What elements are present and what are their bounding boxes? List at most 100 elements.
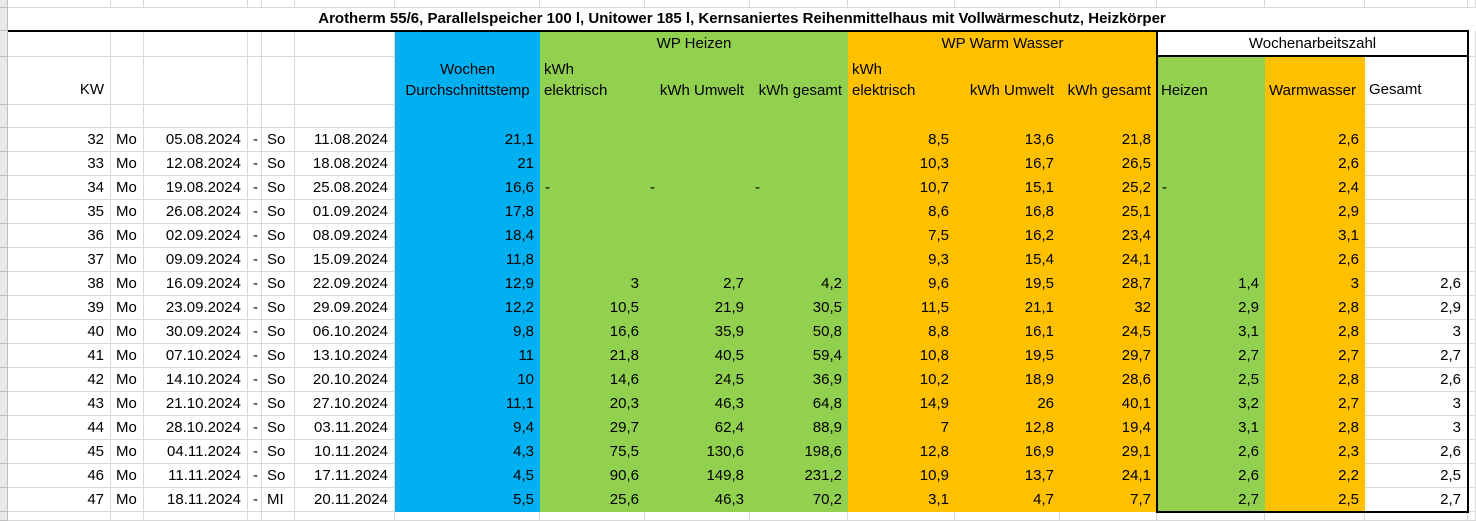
- cell-heizen-gesamt[interactable]: [750, 200, 848, 224]
- cell-heizen-gesamt[interactable]: 70,2: [750, 488, 848, 512]
- cell-start-date[interactable]: 19.08.2024: [144, 176, 248, 200]
- cell-warmwasser-gesamt[interactable]: 26,5: [1060, 152, 1157, 176]
- cell-heizen-umwelt[interactable]: [645, 200, 750, 224]
- cell-warmwasser-umwelt[interactable]: 4,7: [955, 488, 1060, 512]
- cell-range-separator[interactable]: -: [248, 176, 262, 200]
- cell-range-separator[interactable]: -: [248, 152, 262, 176]
- cell-start-day[interactable]: Mo: [111, 296, 144, 320]
- cell-temp[interactable]: 5,5: [395, 488, 540, 512]
- cell-warmwasser-gesamt[interactable]: 7,7: [1060, 488, 1157, 512]
- cell-heizen-umwelt[interactable]: 40,5: [645, 344, 750, 368]
- cell-waz-heizen[interactable]: 3,2: [1157, 392, 1265, 416]
- cell-end-date[interactable]: 27.10.2024: [295, 392, 395, 416]
- cell-range-separator[interactable]: -: [248, 272, 262, 296]
- cell-kw[interactable]: 32: [8, 128, 111, 152]
- cell-start-date[interactable]: 26.08.2024: [144, 200, 248, 224]
- cell-waz-gesamt[interactable]: 2,6: [1365, 368, 1468, 392]
- cell-heizen-gesamt[interactable]: 59,4: [750, 344, 848, 368]
- cell-heizen-umwelt[interactable]: 2,7: [645, 272, 750, 296]
- cell-waz-heizen[interactable]: 2,7: [1157, 344, 1265, 368]
- cell-waz-heizen[interactable]: 2,6: [1157, 464, 1265, 488]
- cell-waz-warmwasser[interactable]: 2,6: [1265, 248, 1365, 272]
- cell-range-separator[interactable]: -: [248, 296, 262, 320]
- empty-cell[interactable]: [248, 57, 262, 105]
- cell-heizen-elektrisch[interactable]: 14,6: [540, 368, 645, 392]
- cell-heizen-gesamt[interactable]: 4,2: [750, 272, 848, 296]
- cell-warmwasser-gesamt[interactable]: 28,7: [1060, 272, 1157, 296]
- cell-end-day[interactable]: So: [262, 128, 295, 152]
- cell-warmwasser-elektrisch[interactable]: 8,5: [848, 128, 955, 152]
- cell-start-date[interactable]: 18.11.2024: [144, 488, 248, 512]
- cell-range-separator[interactable]: -: [248, 416, 262, 440]
- cell-warmwasser-elektrisch[interactable]: 3,1: [848, 488, 955, 512]
- cell-warmwasser-umwelt[interactable]: 15,4: [955, 248, 1060, 272]
- cell-end-date[interactable]: 29.09.2024: [295, 296, 395, 320]
- cell-start-date[interactable]: 09.09.2024: [144, 248, 248, 272]
- cell-waz-heizen[interactable]: 2,6: [1157, 440, 1265, 464]
- cell-waz-warmwasser[interactable]: 2,4: [1265, 176, 1365, 200]
- cell-range-separator[interactable]: -: [248, 440, 262, 464]
- cell-start-day[interactable]: Mo: [111, 368, 144, 392]
- cell-end-day[interactable]: So: [262, 320, 295, 344]
- cell-temp[interactable]: 21,1: [395, 128, 540, 152]
- cell-waz-warmwasser[interactable]: 2,7: [1265, 392, 1365, 416]
- cell-heizen-umwelt[interactable]: 46,3: [645, 392, 750, 416]
- cell-heizen-gesamt[interactable]: 64,8: [750, 392, 848, 416]
- cell-end-day[interactable]: So: [262, 464, 295, 488]
- cell-kw[interactable]: 38: [8, 272, 111, 296]
- cell-heizen-umwelt[interactable]: 24,5: [645, 368, 750, 392]
- empty-cell[interactable]: [248, 31, 262, 57]
- cell-waz-gesamt[interactable]: 2,7: [1365, 344, 1468, 368]
- cell-waz-gesamt[interactable]: [1365, 224, 1468, 248]
- cell-warmwasser-elektrisch[interactable]: 11,5: [848, 296, 955, 320]
- cell-warmwasser-gesamt[interactable]: 29,1: [1060, 440, 1157, 464]
- header-heizen-kwh-umwelt[interactable]: kWh Umwelt: [645, 57, 750, 105]
- cell-waz-gesamt[interactable]: [1365, 176, 1468, 200]
- cell-warmwasser-elektrisch[interactable]: 10,2: [848, 368, 955, 392]
- cell-end-day[interactable]: MI: [262, 488, 295, 512]
- cell-end-day[interactable]: So: [262, 416, 295, 440]
- sheet-title-cell[interactable]: Arotherm 55/6, Parallelspeicher 100 l, U…: [318, 10, 1166, 27]
- cell-waz-heizen[interactable]: 3,1: [1157, 416, 1265, 440]
- cell-heizen-gesamt[interactable]: 50,8: [750, 320, 848, 344]
- cell-warmwasser-umwelt[interactable]: 19,5: [955, 272, 1060, 296]
- cell-start-day[interactable]: Mo: [111, 392, 144, 416]
- cell-warmwasser-elektrisch[interactable]: 8,6: [848, 200, 955, 224]
- cell-kw[interactable]: 43: [8, 392, 111, 416]
- temp-band-cell[interactable]: [395, 31, 540, 57]
- empty-cell[interactable]: [295, 105, 395, 128]
- cell-start-date[interactable]: 16.09.2024: [144, 272, 248, 296]
- cell-warmwasser-umwelt[interactable]: 16,8: [955, 200, 1060, 224]
- cell-start-day[interactable]: Mo: [111, 344, 144, 368]
- cell-kw[interactable]: 35: [8, 200, 111, 224]
- cell-waz-warmwasser[interactable]: 2,2: [1265, 464, 1365, 488]
- cell-start-day[interactable]: Mo: [111, 248, 144, 272]
- cell-waz-warmwasser[interactable]: 3,1: [1265, 224, 1365, 248]
- cell-temp[interactable]: 12,2: [395, 296, 540, 320]
- cell-waz-warmwasser[interactable]: 2,9: [1265, 200, 1365, 224]
- cell-heizen-elektrisch[interactable]: [540, 224, 645, 248]
- cell-waz-warmwasser[interactable]: 2,3: [1265, 440, 1365, 464]
- cell-waz-heizen[interactable]: [1157, 152, 1265, 176]
- cell-temp[interactable]: 21: [395, 152, 540, 176]
- cell-waz-heizen[interactable]: 2,7: [1157, 488, 1265, 512]
- header-waz-gesamt[interactable]: Gesamt: [1365, 57, 1468, 105]
- cell-end-date[interactable]: 20.10.2024: [295, 368, 395, 392]
- cell-end-day[interactable]: So: [262, 272, 295, 296]
- cell-heizen-umwelt[interactable]: 149,8: [645, 464, 750, 488]
- cell-end-day[interactable]: So: [262, 344, 295, 368]
- cell-waz-warmwasser[interactable]: 3: [1265, 272, 1365, 296]
- cell-warmwasser-elektrisch[interactable]: 10,8: [848, 344, 955, 368]
- cell-end-date[interactable]: 06.10.2024: [295, 320, 395, 344]
- cell-range-separator[interactable]: -: [248, 488, 262, 512]
- cell-end-date[interactable]: 25.08.2024: [295, 176, 395, 200]
- empty-cell[interactable]: [1265, 105, 1365, 128]
- cell-heizen-umwelt[interactable]: [645, 248, 750, 272]
- cell-start-day[interactable]: Mo: [111, 176, 144, 200]
- empty-cell[interactable]: [144, 105, 248, 128]
- cell-waz-warmwasser[interactable]: 2,8: [1265, 368, 1365, 392]
- cell-heizen-elektrisch[interactable]: 90,6: [540, 464, 645, 488]
- cell-heizen-elektrisch[interactable]: [540, 152, 645, 176]
- cell-waz-gesamt[interactable]: [1365, 128, 1468, 152]
- cell-range-separator[interactable]: -: [248, 320, 262, 344]
